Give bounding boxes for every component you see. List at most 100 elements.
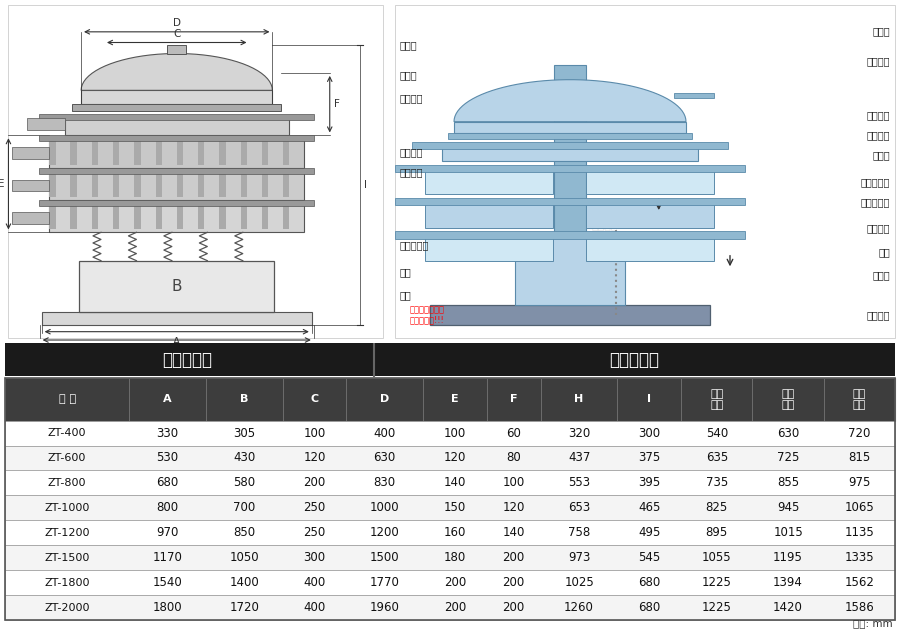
Text: ZT-1200: ZT-1200 — [44, 528, 90, 538]
Bar — [283, 206, 290, 229]
Bar — [39, 135, 314, 141]
Text: 一层
高度: 一层 高度 — [710, 389, 724, 410]
Text: 振体: 振体 — [878, 247, 890, 256]
Text: 895: 895 — [706, 526, 728, 539]
Bar — [262, 206, 268, 229]
Bar — [586, 200, 714, 227]
Text: 单位: mm: 单位: mm — [853, 617, 893, 627]
Bar — [50, 203, 304, 232]
Bar — [430, 305, 710, 325]
Bar — [130, 378, 206, 421]
Text: 720: 720 — [848, 427, 870, 440]
Text: B: B — [172, 279, 182, 294]
Text: D: D — [173, 18, 181, 28]
Text: 540: 540 — [706, 427, 728, 440]
Polygon shape — [454, 79, 686, 122]
Text: 200: 200 — [444, 576, 466, 589]
Text: 735: 735 — [706, 476, 728, 490]
Bar — [198, 206, 204, 229]
Text: 400: 400 — [303, 601, 326, 614]
Bar — [586, 234, 714, 261]
Text: 一般结构图: 一般结构图 — [609, 351, 659, 369]
Bar — [198, 174, 204, 197]
Bar — [395, 231, 745, 239]
Text: 300: 300 — [303, 551, 326, 564]
Text: 100: 100 — [444, 427, 466, 440]
Text: H: H — [574, 394, 584, 404]
Text: 球形清洗板: 球形清洗板 — [860, 176, 890, 186]
Text: 1225: 1225 — [702, 576, 732, 589]
Text: 680: 680 — [638, 601, 661, 614]
Bar — [176, 174, 183, 197]
Text: 300: 300 — [638, 427, 661, 440]
Text: 330: 330 — [157, 427, 178, 440]
Text: 三层
高度: 三层 高度 — [852, 389, 866, 410]
Text: ZT-1800: ZT-1800 — [44, 578, 90, 588]
Bar — [5, 545, 895, 570]
Bar — [113, 141, 120, 164]
Text: 150: 150 — [444, 501, 466, 514]
Bar — [134, 206, 140, 229]
Text: 1135: 1135 — [844, 526, 874, 539]
Bar — [50, 139, 304, 168]
Text: 973: 973 — [568, 551, 590, 564]
Bar — [554, 65, 586, 305]
Text: I: I — [647, 394, 652, 404]
Bar — [5, 471, 895, 495]
Text: 495: 495 — [638, 526, 661, 539]
Text: 395: 395 — [638, 476, 661, 490]
Text: 200: 200 — [502, 551, 525, 564]
Text: H: H — [173, 345, 181, 355]
Text: 305: 305 — [233, 427, 256, 440]
Bar — [262, 174, 268, 197]
Bar — [12, 180, 50, 192]
Text: 进料口: 进料口 — [872, 26, 890, 37]
Bar — [92, 206, 98, 229]
Bar — [425, 234, 553, 261]
Text: 60: 60 — [507, 427, 521, 440]
Bar — [5, 378, 130, 421]
Text: 825: 825 — [706, 501, 728, 514]
Text: 530: 530 — [157, 452, 178, 464]
Text: C: C — [173, 28, 180, 38]
Text: 橡胶球: 橡胶球 — [872, 150, 890, 160]
Bar — [5, 378, 895, 620]
Text: 140: 140 — [444, 476, 466, 490]
Text: 1420: 1420 — [773, 601, 803, 614]
Text: 635: 635 — [706, 452, 728, 464]
Bar — [5, 495, 895, 520]
Text: E: E — [451, 394, 459, 404]
Bar — [50, 141, 56, 164]
Text: 400: 400 — [374, 427, 396, 440]
Bar — [50, 174, 56, 197]
Bar — [27, 118, 65, 130]
Text: 630: 630 — [777, 427, 799, 440]
Bar — [8, 5, 383, 338]
Text: 1400: 1400 — [230, 576, 259, 589]
Bar — [617, 378, 681, 421]
Bar — [12, 212, 50, 224]
Text: 中部框架: 中部框架 — [400, 147, 424, 157]
Text: E: E — [0, 179, 4, 189]
Text: 200: 200 — [444, 601, 466, 614]
Text: C: C — [310, 394, 319, 404]
Text: I: I — [364, 180, 367, 190]
Bar — [220, 174, 226, 197]
Bar — [395, 164, 745, 172]
Bar — [167, 45, 186, 54]
Text: 辅助筛网: 辅助筛网 — [867, 110, 890, 120]
Bar — [5, 445, 895, 471]
Text: 200: 200 — [502, 576, 525, 589]
Bar — [206, 378, 283, 421]
Text: 850: 850 — [233, 526, 256, 539]
Bar — [156, 174, 162, 197]
Text: 200: 200 — [502, 601, 525, 614]
Text: 1800: 1800 — [153, 601, 183, 614]
Text: 电动机: 电动机 — [872, 270, 890, 280]
Bar — [176, 141, 183, 164]
Bar — [541, 378, 617, 421]
Text: 250: 250 — [303, 501, 326, 514]
Text: 1586: 1586 — [844, 601, 874, 614]
Text: 1015: 1015 — [773, 526, 803, 539]
Bar — [487, 378, 541, 421]
